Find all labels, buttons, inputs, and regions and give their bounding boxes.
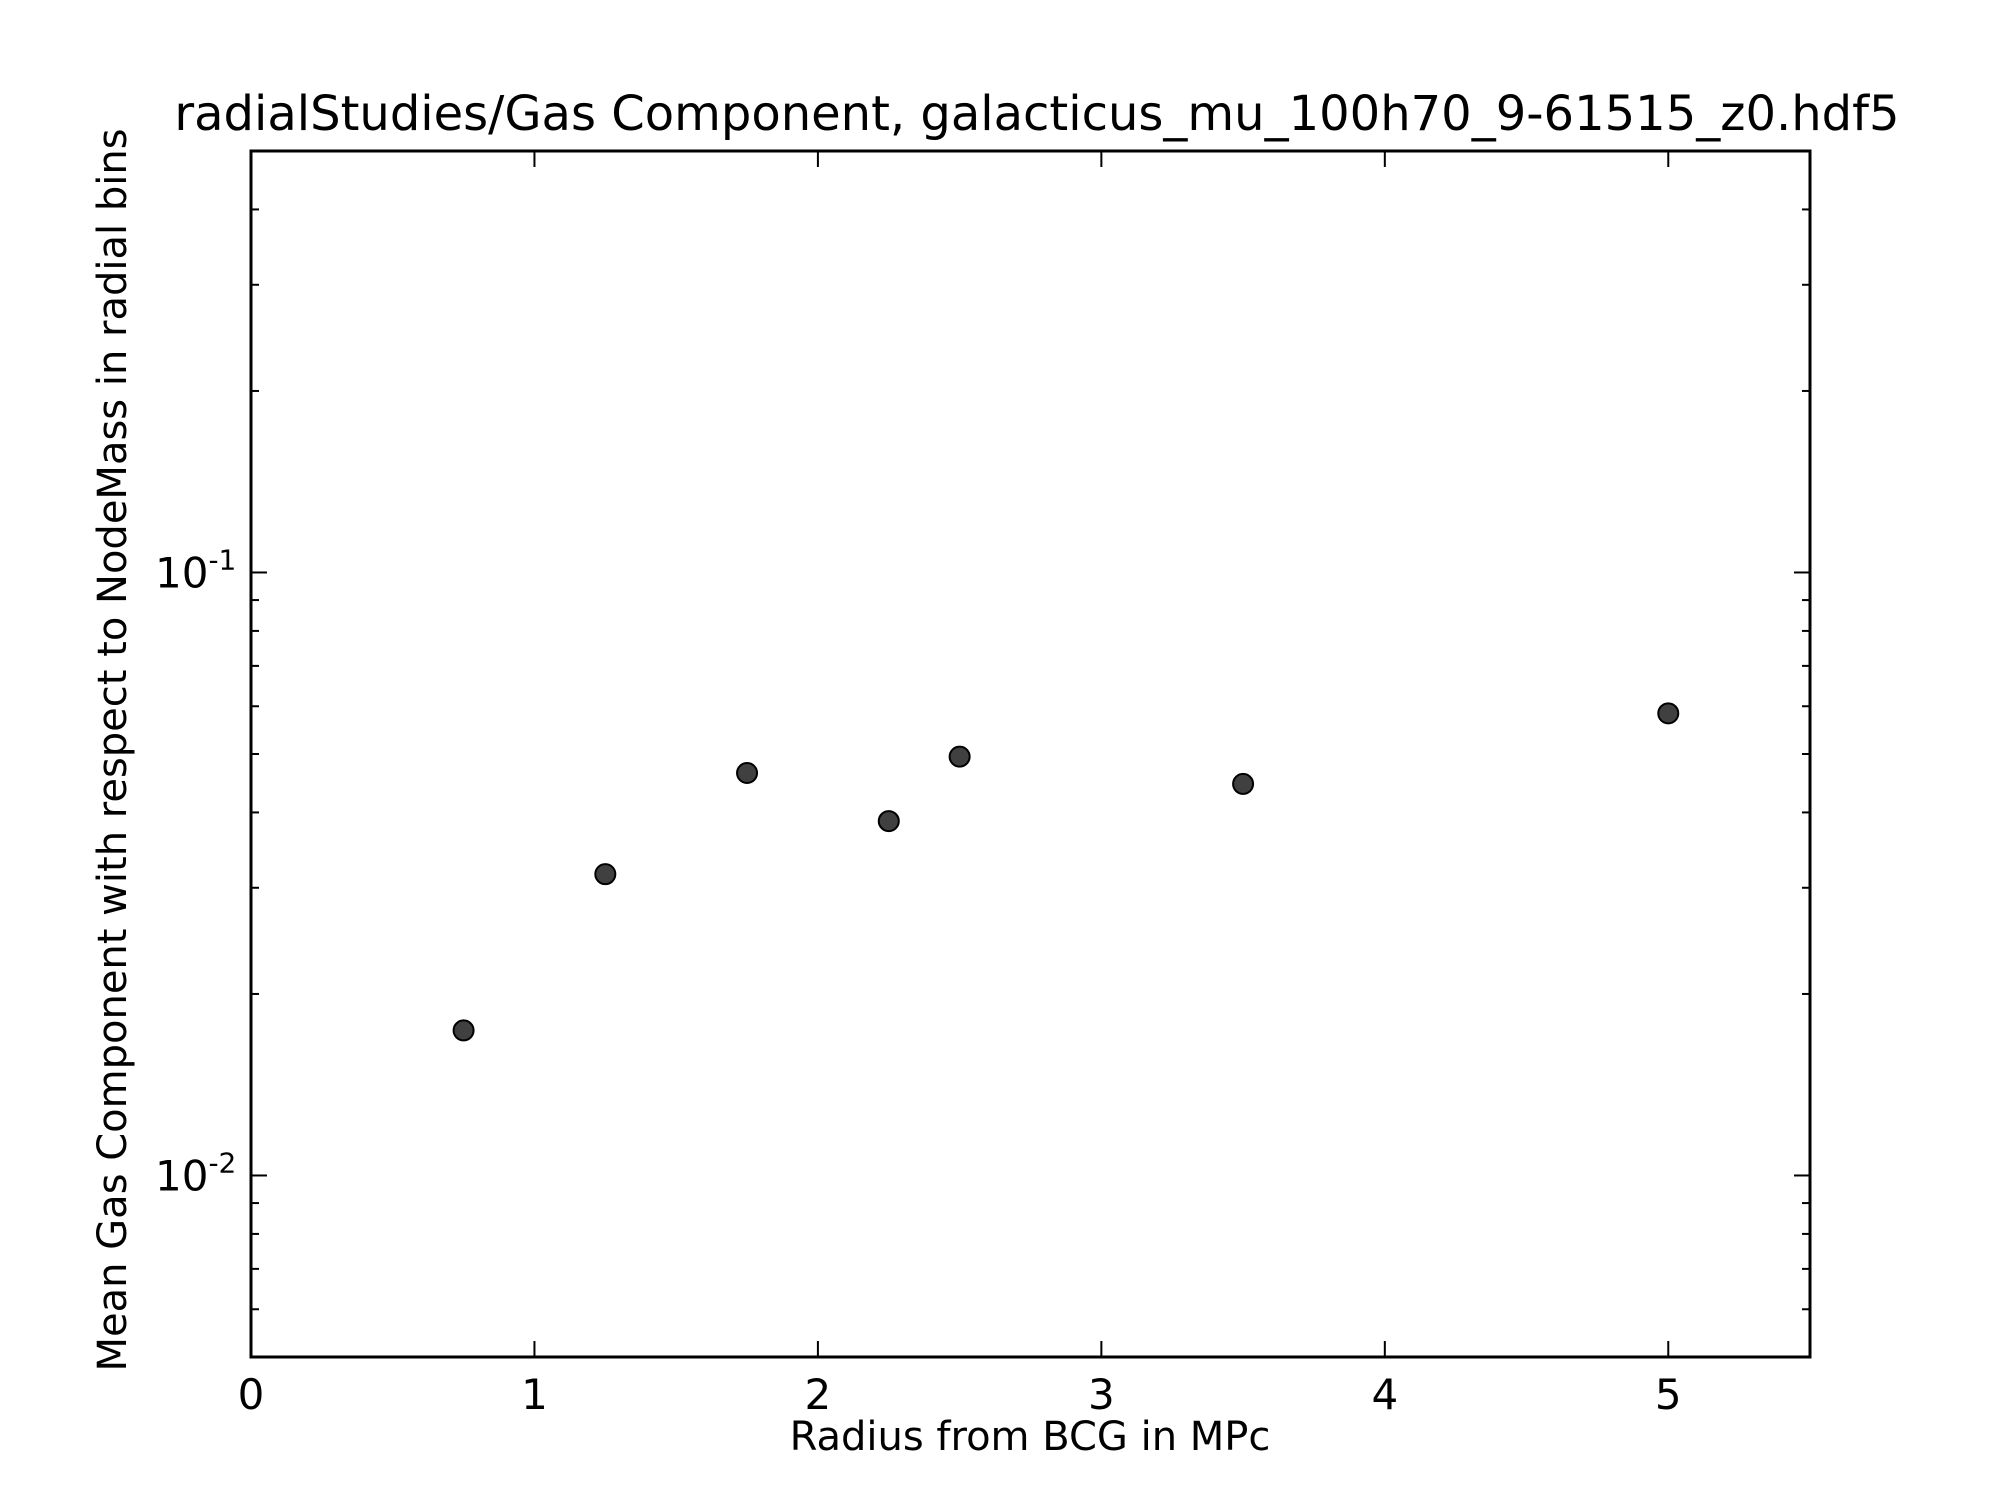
data-point [1232,772,1255,795]
x-tick-label: 2 [805,1370,832,1419]
plot-frame [249,149,1812,1359]
y-tick-label: 10-2 [155,1146,236,1200]
y-tick-label-base: 10 [155,1151,208,1200]
data-point [948,745,971,768]
chart-title: radialStudies/Gas Component, galacticus_… [174,86,1899,142]
x-tick-label: 1 [521,1370,548,1419]
x-tick-label: 5 [1655,1370,1682,1419]
data-point [1657,702,1680,725]
y-tick-label-base: 10 [155,548,208,597]
y-tick-label-exponent: -1 [208,543,236,576]
y-axis-label: Mean Gas Component with respect to NodeM… [90,128,136,1371]
y-tick-label: 10-1 [155,543,236,597]
x-tick-label: 0 [238,1370,265,1419]
x-tick-label: 3 [1088,1370,1115,1419]
y-tick-label-exponent: -2 [208,1146,236,1179]
data-point [736,762,759,785]
data-point [594,863,617,886]
x-tick-label: 4 [1371,1370,1398,1419]
x-axis-label: Radius from BCG in MPc [790,1414,1271,1460]
axis-ticks: 0 1 2 3 4 510-210-1 [155,150,1810,1419]
data-points [452,702,1680,1042]
data-point [877,810,900,833]
data-point [452,1019,475,1042]
